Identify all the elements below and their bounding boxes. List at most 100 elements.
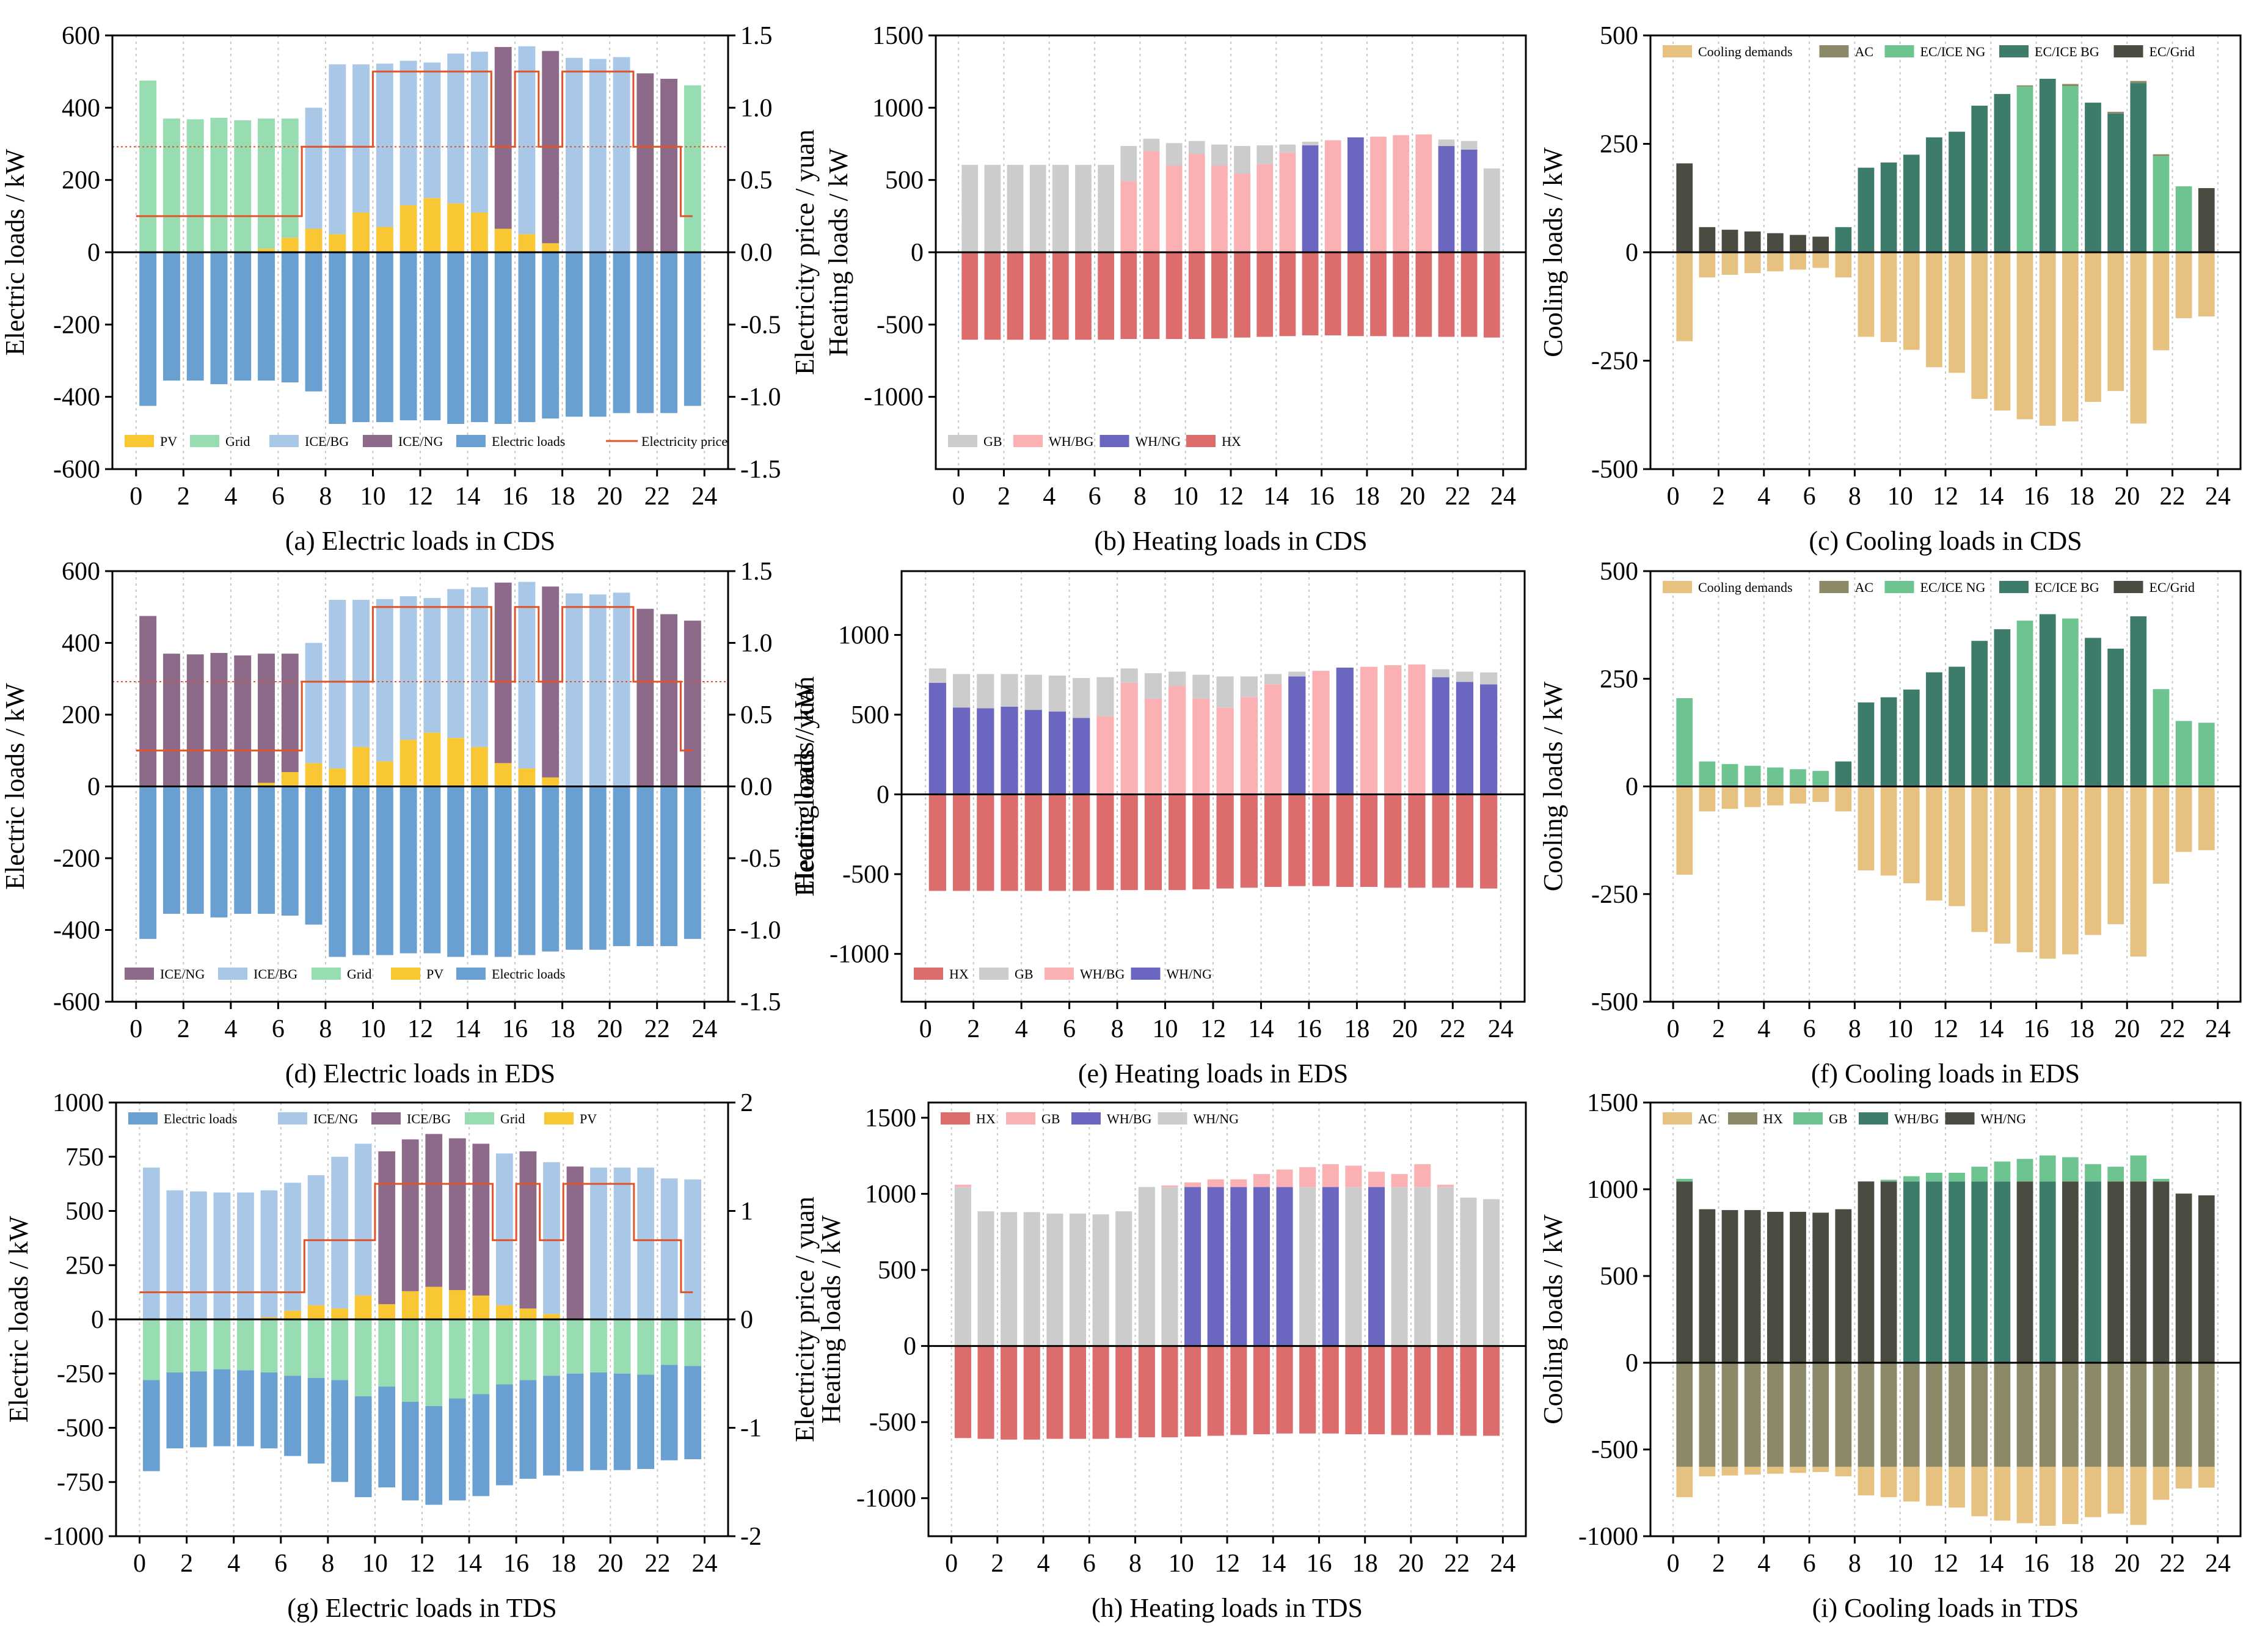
- bar-gb-12: [1216, 676, 1234, 708]
- bar-grid-20: [613, 1319, 631, 1374]
- x-tick-label: 20: [2114, 1015, 2140, 1043]
- bar-ice_ng-3: [210, 652, 228, 787]
- bar-electric_loads-14: [472, 1394, 490, 1497]
- bar-gb-9: [1165, 143, 1183, 166]
- bar-electric_loads-4: [234, 252, 252, 381]
- bar-gb-7: [1115, 1211, 1132, 1346]
- legend-swatch: [1999, 581, 2029, 593]
- bar-hx-19: [1393, 252, 1410, 337]
- bar-gb-7: [1096, 677, 1114, 716]
- bar-hx-15: [1302, 252, 1319, 336]
- bar-gb-6: [1073, 677, 1090, 718]
- bar-ec_ice_bg-10: [1903, 155, 1920, 252]
- legend-label: ICE/BG: [305, 434, 349, 449]
- bar-wh_bg-11: [1207, 1179, 1224, 1187]
- bar-ice_bg-0: [142, 1167, 160, 1319]
- bar-cooling_demands-7: [1835, 786, 1852, 812]
- legend-swatch: [1071, 1112, 1101, 1125]
- bar-ice_bg-16: [518, 581, 536, 769]
- bar-gb-1: [977, 1211, 994, 1346]
- bar-gb-2: [1007, 164, 1024, 252]
- bar-ec_grid-17: [2062, 1181, 2079, 1363]
- x-tick-label: 18: [550, 1550, 576, 1578]
- y-tick-label: -500: [1591, 988, 1638, 1016]
- bar-cooling_demands-22: [2175, 1467, 2192, 1489]
- legend-label: Grid: [500, 1111, 525, 1126]
- panel-caption: (d) Electric loads in EDS: [285, 1059, 555, 1088]
- bar-ec_grid-5: [1790, 1211, 1806, 1363]
- y-tick-label: -400: [53, 917, 100, 945]
- y-tick-label: 0: [87, 239, 100, 267]
- bar-electric_loads-12: [423, 786, 441, 953]
- bar-electric_loads-0: [139, 252, 157, 406]
- x-tick-label: 14: [1978, 1015, 2004, 1043]
- legend: Electric loads ICE/NG ICE/BG Grid PV: [128, 1111, 597, 1126]
- legend: Cooling demands AC EC/ICE NG EC/ICE BG EC/Gr…: [1663, 44, 2195, 59]
- bar-electric_loads-3: [210, 786, 228, 917]
- bar-gb-23: [1483, 168, 1500, 252]
- bar-grid-0: [142, 1319, 160, 1380]
- bar-pv-17: [542, 243, 560, 252]
- bar-electric_loads-21: [636, 252, 654, 414]
- x-tick-label: 16: [1296, 1015, 1322, 1043]
- bar-cooling_demands-14: [1994, 786, 2011, 944]
- x-tick-label: 0: [129, 1015, 142, 1043]
- bar-ec_ice_ng-14: [1994, 1161, 2011, 1182]
- bar-wh_bg-17: [1345, 1165, 1362, 1187]
- bar-cooling_demands-1: [1699, 252, 1716, 278]
- bar-electric_loads-19: [590, 1372, 607, 1470]
- bar-cooling_demands-2: [1721, 1467, 1738, 1476]
- x-tick-label: 12: [407, 1015, 433, 1043]
- bar-electric_loads-11: [399, 252, 417, 421]
- bar-wh_ng-4: [1024, 710, 1042, 795]
- bar-gb-4: [1052, 164, 1069, 252]
- bar-ice_ng-21: [636, 608, 654, 787]
- bar-gb-15: [1299, 1187, 1316, 1346]
- x-tick-label: 20: [1392, 1015, 1418, 1043]
- bar-ice_bg-13: [447, 589, 465, 738]
- bar-electric_loads-2: [186, 786, 204, 914]
- bar-pv-16: [518, 234, 536, 252]
- legend-label: HX: [1222, 434, 1241, 449]
- y2-tick-label: 2: [740, 1089, 753, 1117]
- bar-electric_loads-7: [307, 1377, 325, 1464]
- panel-caption: (c) Cooling loads in CDS: [1809, 526, 2082, 556]
- bar-grid-2: [190, 1319, 207, 1372]
- y-tick-label: 500: [878, 1256, 916, 1285]
- bar-electric_loads-16: [518, 252, 536, 423]
- x-tick-label: 16: [1309, 483, 1335, 511]
- bar-cooling_demands-20: [2130, 1467, 2147, 1525]
- bar-cooling_demands-18: [2085, 1467, 2101, 1517]
- x-tick-label: 10: [1173, 483, 1198, 511]
- bar-pv-11: [399, 740, 417, 787]
- bar-gb-17: [1345, 1187, 1362, 1346]
- bar-hx-1: [952, 794, 971, 891]
- bar-hx-23: [1480, 794, 1498, 889]
- bar-ec_grid-3: [1744, 1210, 1761, 1363]
- bar-wh_ng-2: [977, 708, 994, 795]
- bar-ec_ice_bg-18: [2085, 638, 2101, 787]
- bar-cooling_demands-17: [2062, 786, 2079, 955]
- bar-ec_grid-4: [1767, 233, 1784, 252]
- bar-ice_bg-8: [329, 600, 346, 769]
- y2-tick-label: 0.5: [740, 167, 773, 195]
- bar-pv-7: [307, 1305, 325, 1319]
- y-tick-label: 500: [885, 167, 924, 195]
- legend-label: WH/BG: [1049, 434, 1093, 449]
- x-tick-label: 4: [1037, 1550, 1050, 1578]
- bar-cooling_demands-8: [1858, 1467, 1875, 1496]
- bar-hx-6: [1098, 252, 1115, 340]
- bar-ec_ice_bg-11: [1926, 1181, 1942, 1363]
- bar-ice_bg-4: [237, 1192, 254, 1319]
- bar-ec_ice_ng-16: [2039, 1155, 2056, 1182]
- x-tick-label: 8: [1848, 1550, 1861, 1578]
- bar-gb-22: [1456, 671, 1474, 682]
- bar-ec_ice_bg-12: [1949, 666, 1965, 787]
- x-tick-label: 0: [129, 483, 142, 511]
- bar-hx-10: [1188, 252, 1205, 339]
- y-tick-label: 250: [1600, 131, 1638, 159]
- legend-label: EC/Grid: [2149, 580, 2195, 595]
- bar-cooling_demands-11: [1926, 252, 1942, 368]
- bar-electric_loads-13: [448, 1398, 466, 1501]
- bar-ec_grid-2: [1721, 230, 1738, 252]
